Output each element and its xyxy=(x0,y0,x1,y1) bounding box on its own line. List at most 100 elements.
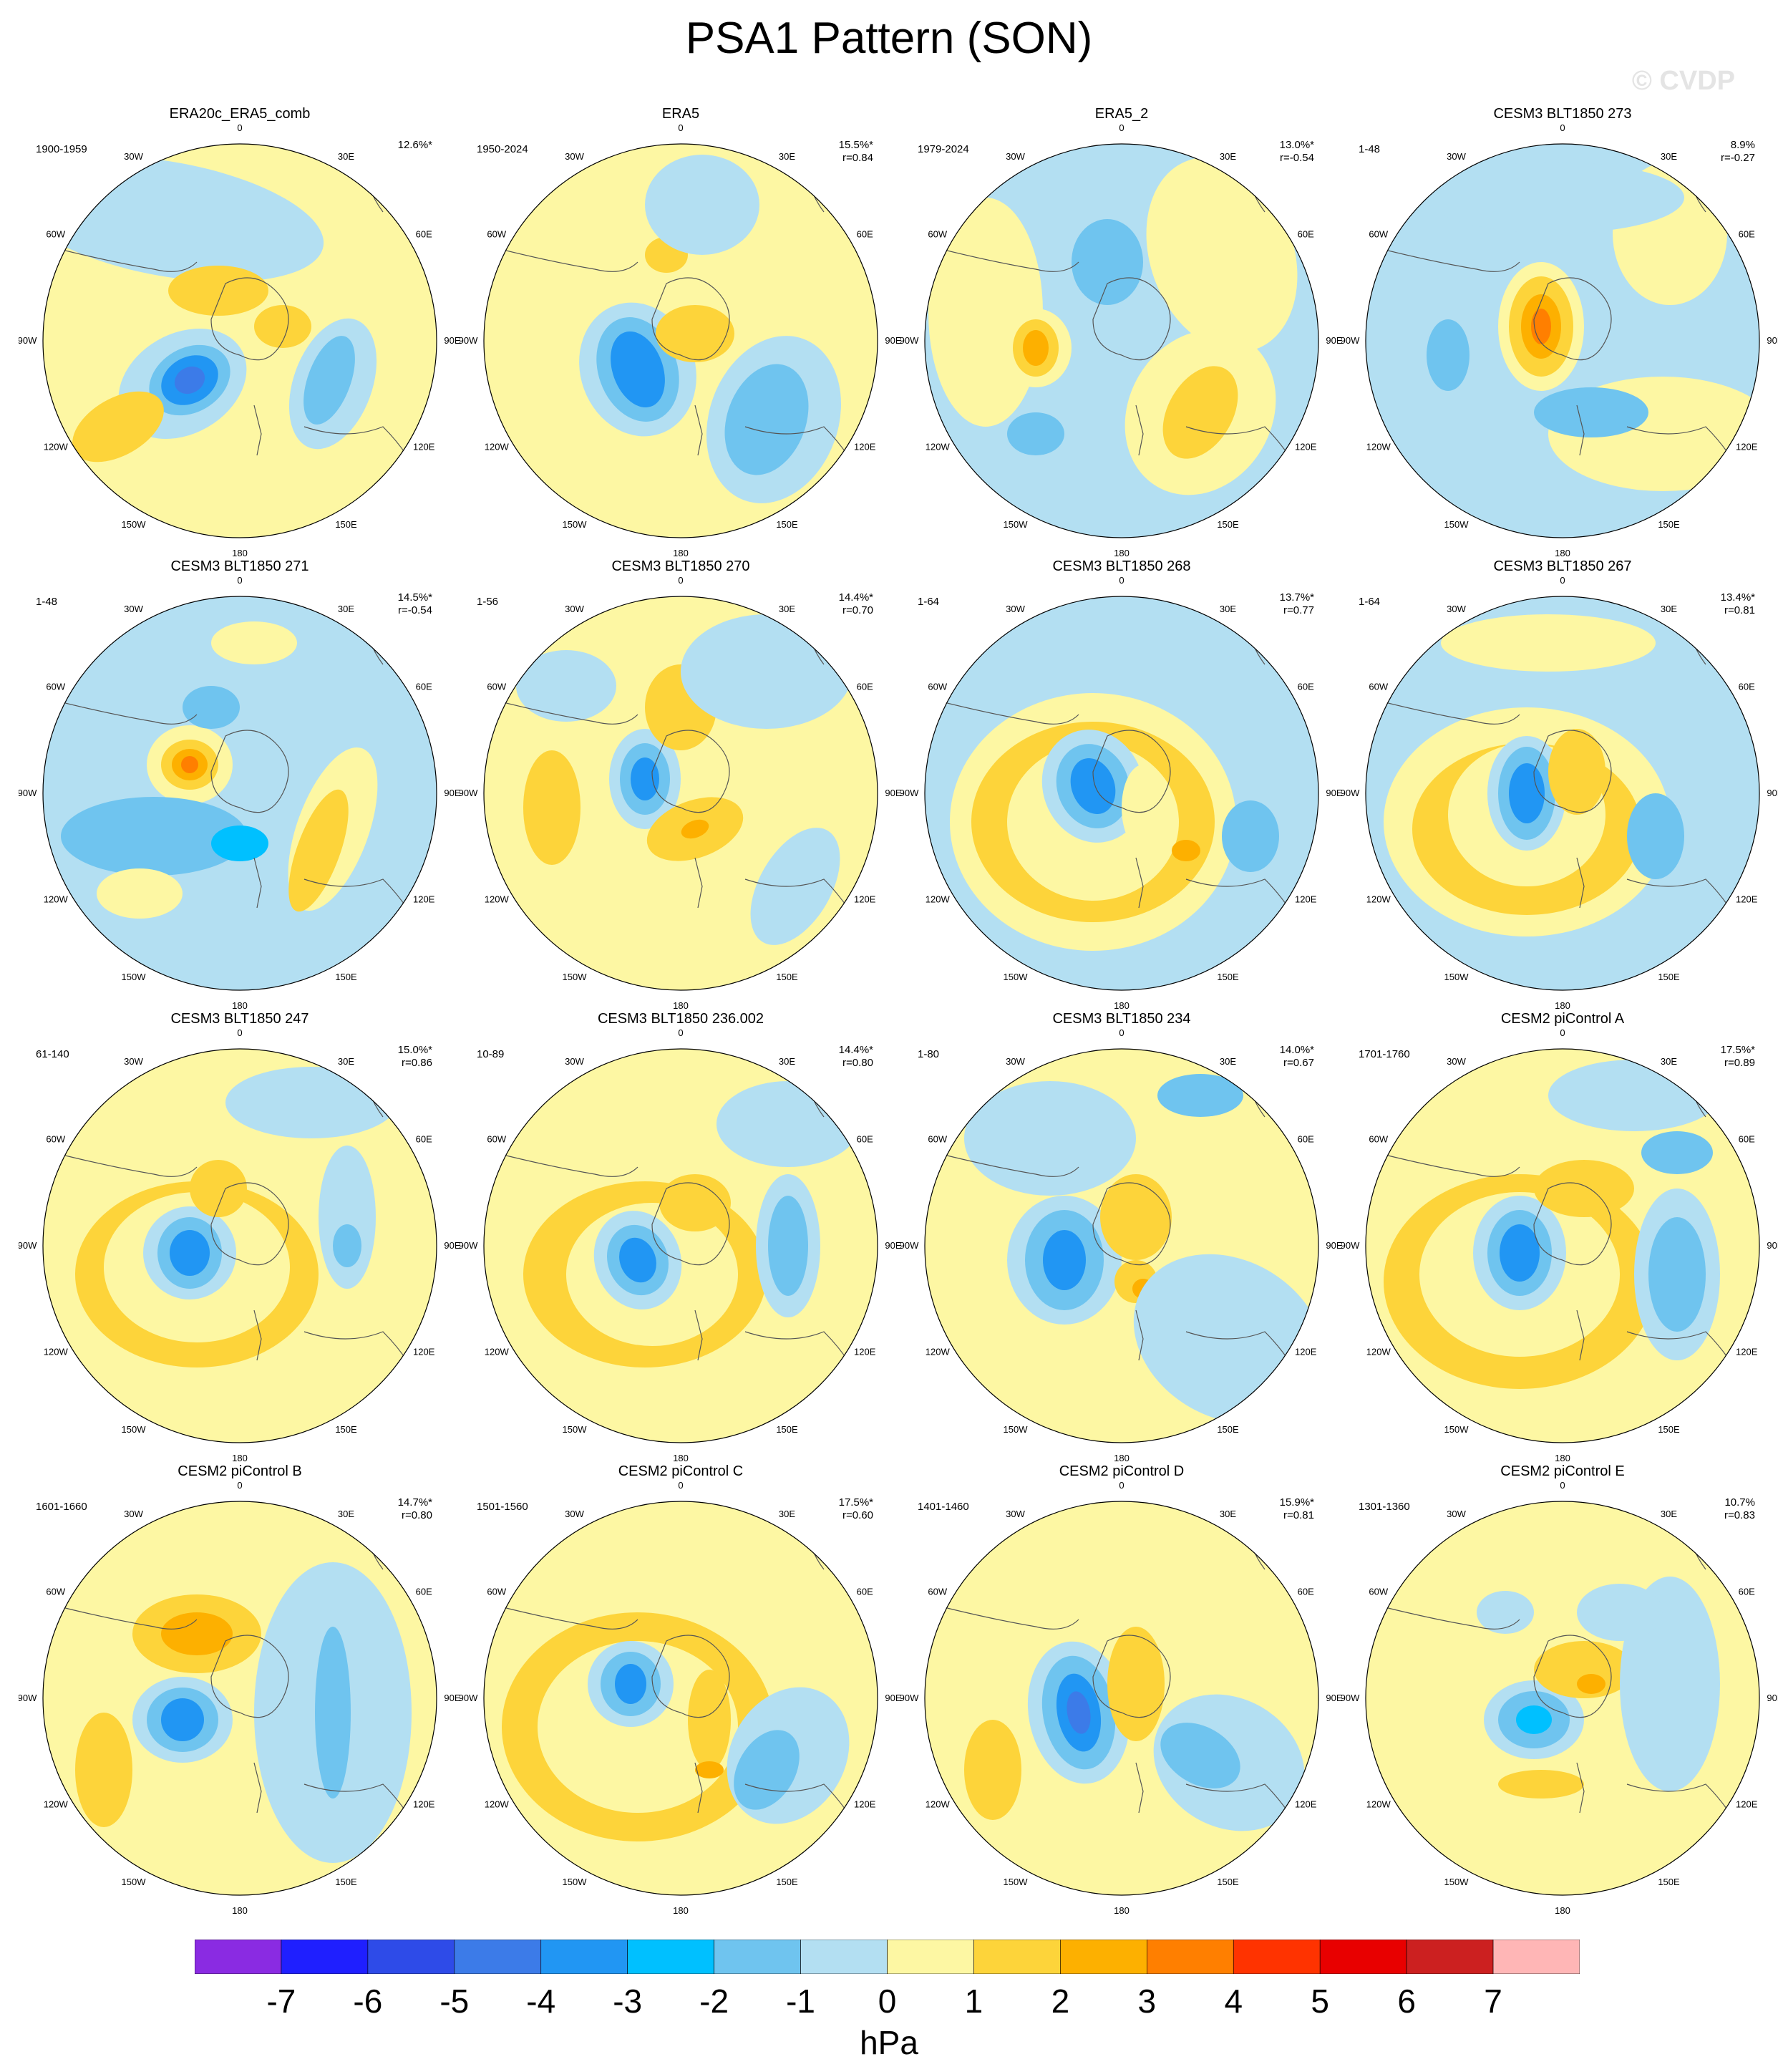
lon-label: 30W xyxy=(1006,151,1025,162)
map-border xyxy=(924,143,1319,538)
lon-label: 30W xyxy=(565,1056,584,1067)
colorbar-swatch xyxy=(887,1940,974,1974)
lon-label: 120E xyxy=(413,442,435,452)
lon-label: 120W xyxy=(1366,894,1391,905)
contour-region xyxy=(168,266,268,316)
map-border xyxy=(42,1501,437,1896)
contour-region xyxy=(1498,1770,1584,1799)
contour-region xyxy=(768,1196,808,1296)
lon-label: 60E xyxy=(1739,1134,1755,1145)
panel-variance-pct: 14.0%* xyxy=(1279,1044,1314,1056)
colorbar-tick-label: 1 xyxy=(964,1983,983,2020)
lon-label: 90E xyxy=(885,788,901,798)
panel-variance-pct: 15.0%* xyxy=(397,1044,432,1056)
map-panel: 0 30E 60E 90E 120E 150E 180 150W 120W 90W 60W 30W CE… xyxy=(900,1463,1343,1914)
lon-label: 90E xyxy=(444,335,460,346)
coastline-antarctica xyxy=(210,730,289,813)
contour-region xyxy=(659,1174,731,1231)
lon-label: 120E xyxy=(1295,894,1317,905)
lon-label: 120E xyxy=(854,1347,876,1357)
lon-label: 150E xyxy=(1658,519,1680,530)
colorbar xyxy=(195,1940,1580,1974)
lon-label: 120W xyxy=(485,894,510,905)
colorbar-swatch xyxy=(714,1940,801,1974)
colorbar-swatch xyxy=(367,1940,455,1974)
lon-label: 60W xyxy=(487,682,506,692)
panel-variance-pct: 15.9%* xyxy=(1279,1496,1314,1509)
lon-label: 90E xyxy=(444,1693,460,1703)
lon-label: 30W xyxy=(1447,604,1466,614)
lon-label: 60W xyxy=(487,1587,506,1597)
lon-label: 120W xyxy=(44,1799,69,1810)
lon-label: 30E xyxy=(779,151,795,162)
coastline-south-america xyxy=(935,1604,1079,1630)
lon-label: 150W xyxy=(122,1877,147,1887)
map-panel: 0 30E 60E 90E 120E 150E 180 150W 120W 90W 60W 30W CE… xyxy=(900,558,1343,1010)
contour-region xyxy=(681,819,709,839)
colorbar-tick-label: 7 xyxy=(1484,1983,1502,2020)
coastline-south-america xyxy=(935,247,1079,272)
map-border xyxy=(42,143,437,538)
panel-variance-pct: 15.5%* xyxy=(838,139,873,151)
contour-region xyxy=(170,1230,210,1276)
lon-label: 150E xyxy=(1217,519,1239,530)
lon-label: 30E xyxy=(338,604,354,614)
lon-label: 150W xyxy=(1004,1424,1029,1435)
lon-label: 60W xyxy=(487,1134,506,1145)
polar-map: 0 30E 60E 90E 120E 150E 180 150W 120W 90W 60W 30W xyxy=(900,575,1343,1010)
lon-label: 90E xyxy=(885,335,901,346)
map-panel: 0 30E 60E 90E 120E 150E 180 150W 120W 90W 60W 30W CE… xyxy=(460,1011,902,1462)
colorbar-tick-label: -5 xyxy=(439,1983,470,2020)
contour-region xyxy=(75,1713,132,1827)
contour-region xyxy=(1641,1131,1713,1174)
lon-label: 180 xyxy=(232,1905,248,1914)
panel-variance-pct: 12.6%* xyxy=(397,139,432,151)
lon-label: 60E xyxy=(1739,1587,1755,1597)
colorbar-swatch xyxy=(1233,1940,1321,1974)
lon-label: 150W xyxy=(1444,1424,1469,1435)
colorbar-swatch xyxy=(1319,1940,1407,1974)
polar-map: 0 30E 60E 90E 120E 150E 180 150W 120W 90W 60W 30W xyxy=(19,122,461,557)
lon-label: 60E xyxy=(857,682,873,692)
polar-map: 0 30E 60E 90E 120E 150E 180 150W 120W 90W 60W 30W xyxy=(19,1027,461,1462)
contour-region xyxy=(319,1146,376,1289)
panel-title: CESM3 BLT1850 267 xyxy=(1493,558,1632,574)
lon-label: 90W xyxy=(460,788,478,798)
panel-title: CESM3 BLT1850 268 xyxy=(1052,558,1191,574)
lon-label: 0 xyxy=(678,1480,683,1491)
lon-label: 60E xyxy=(416,1587,432,1597)
lon-label: 60W xyxy=(46,229,65,240)
map-border xyxy=(924,596,1319,991)
lon-label: 150E xyxy=(335,519,357,530)
lon-label: 180 xyxy=(1114,1905,1130,1914)
coastline-south-america xyxy=(53,247,198,272)
coastline-antarctica xyxy=(651,1635,730,1718)
coastline-south-america xyxy=(935,1152,1079,1177)
lon-label: 90E xyxy=(444,788,460,798)
map-border xyxy=(1365,596,1760,991)
contour-region xyxy=(303,336,355,425)
lon-label: 30W xyxy=(565,151,584,162)
contour-region xyxy=(716,1081,860,1167)
coastline-south-america xyxy=(494,1152,638,1177)
coastline-new-zealand xyxy=(694,857,703,909)
coastline-south-america xyxy=(53,1604,198,1630)
coastline-antarctica xyxy=(1533,277,1612,361)
lon-label: 60W xyxy=(928,1587,947,1597)
panel-correlation: r=0.80 xyxy=(842,1057,873,1069)
lon-label: 150E xyxy=(335,1424,357,1435)
polar-map: 0 30E 60E 90E 120E 150E 180 150W 120W 90W 60W 30W xyxy=(900,1480,1343,1914)
lon-label: 90W xyxy=(1341,335,1360,346)
polar-map: 0 30E 60E 90E 120E 150E 180 150W 120W 90W 60W 30W xyxy=(1341,575,1778,1010)
lon-label: 0 xyxy=(237,1027,242,1038)
lon-label: 180 xyxy=(232,1453,248,1462)
contour-region xyxy=(631,757,659,800)
panel-correlation: r=0.86 xyxy=(402,1057,432,1069)
contour-region xyxy=(1161,233,1197,269)
coastline-antarctica xyxy=(210,1182,289,1266)
contour-region xyxy=(516,650,616,722)
lon-label: 120E xyxy=(413,1799,435,1810)
coastline-new-zealand xyxy=(253,405,262,456)
contour-region xyxy=(315,1627,351,1799)
lon-label: 120E xyxy=(1736,1347,1758,1357)
